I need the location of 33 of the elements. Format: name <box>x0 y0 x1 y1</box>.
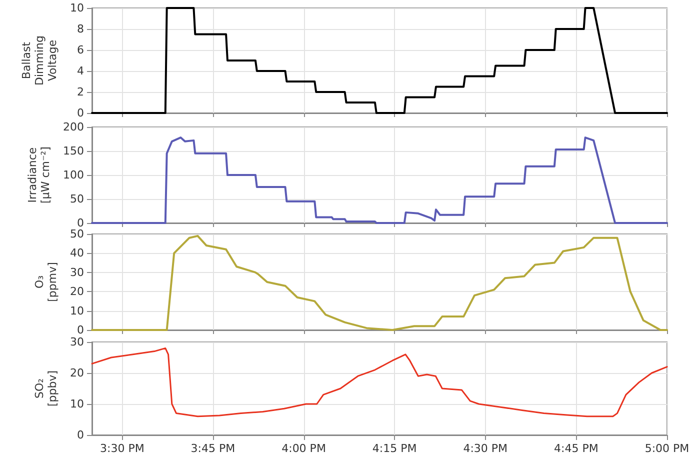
x-tick-label: 4:15 PM <box>372 442 417 455</box>
y-tick-label: 150 <box>63 144 84 158</box>
y-tick-label: 30 <box>70 336 84 348</box>
y-tick-label: 0 <box>77 106 84 120</box>
y-tick-label: 0 <box>77 324 84 336</box>
y-axis-title: Irradiance [μW cm⁻²] <box>26 146 52 204</box>
x-tick-label: 4:30 PM <box>463 442 508 455</box>
y-tick-label: 10 <box>70 2 84 14</box>
y-axis-title: SO₂ [ppbv] <box>33 370 60 407</box>
y-tick-label: 20 <box>70 285 84 298</box>
y-tick-label: 50 <box>70 228 84 240</box>
y-tick-label: 10 <box>70 398 84 410</box>
x-tick-label: 5:00 PM <box>644 442 690 455</box>
y-tick-label: 200 <box>63 120 84 134</box>
x-tick-label: 3:30 PM <box>100 442 144 455</box>
y-tick-label: 10 <box>70 304 84 318</box>
y-tick-label: 4 <box>77 64 84 78</box>
y-tick-label: 0 <box>77 216 84 230</box>
x-tick-label: 4:45 PM <box>554 442 598 455</box>
y-tick-label: 100 <box>63 168 84 182</box>
line-series <box>91 347 668 418</box>
y-tick-label: 20 <box>70 366 84 380</box>
x-tick-label: 4:00 PM <box>282 442 326 455</box>
y-axis-title: Ballast Dimming Voltage <box>20 36 60 86</box>
x-tick-label: 3:45 PM <box>190 442 236 455</box>
y-tick-label: 2 <box>77 86 84 98</box>
y-axis-title: O₃ [ppmv] <box>33 262 60 302</box>
y-tick-label: 0 <box>77 428 84 442</box>
y-tick-label: 40 <box>70 246 84 260</box>
y-tick-label: 6 <box>77 44 84 56</box>
y-tick-label: 8 <box>77 22 84 36</box>
y-tick-label: 50 <box>70 192 84 206</box>
y-tick-label: 30 <box>70 266 84 279</box>
